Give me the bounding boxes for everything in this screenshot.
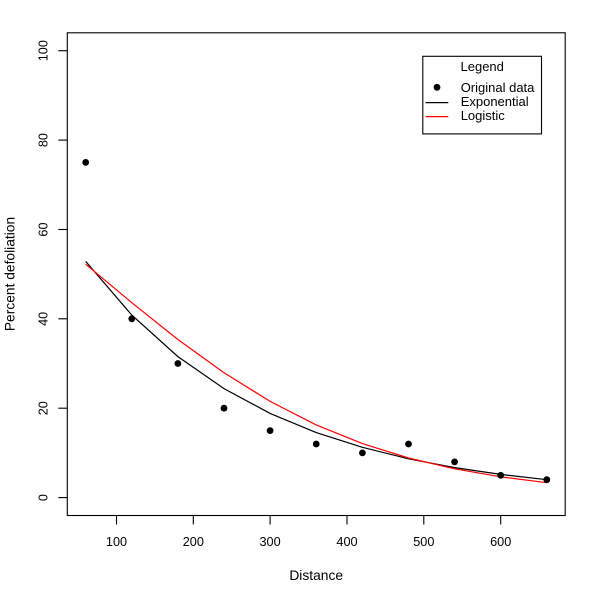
svg-text:Distance: Distance bbox=[289, 568, 343, 583]
svg-text:Original data: Original data bbox=[461, 80, 535, 95]
svg-text:100: 100 bbox=[106, 535, 127, 549]
svg-text:60: 60 bbox=[36, 222, 50, 236]
svg-text:20: 20 bbox=[36, 401, 50, 415]
svg-text:Exponential: Exponential bbox=[461, 94, 529, 109]
svg-text:600: 600 bbox=[490, 535, 511, 549]
svg-text:80: 80 bbox=[36, 133, 50, 147]
svg-text:Legend: Legend bbox=[461, 59, 504, 74]
svg-text:Percent defoliation: Percent defoliation bbox=[2, 217, 17, 331]
svg-text:40: 40 bbox=[36, 312, 50, 326]
svg-text:Logistic: Logistic bbox=[461, 108, 506, 123]
svg-text:400: 400 bbox=[336, 535, 357, 549]
svg-text:100: 100 bbox=[36, 40, 50, 61]
svg-text:0: 0 bbox=[36, 494, 50, 501]
svg-text:500: 500 bbox=[413, 535, 434, 549]
svg-text:200: 200 bbox=[183, 535, 204, 549]
svg-text:300: 300 bbox=[260, 535, 281, 549]
